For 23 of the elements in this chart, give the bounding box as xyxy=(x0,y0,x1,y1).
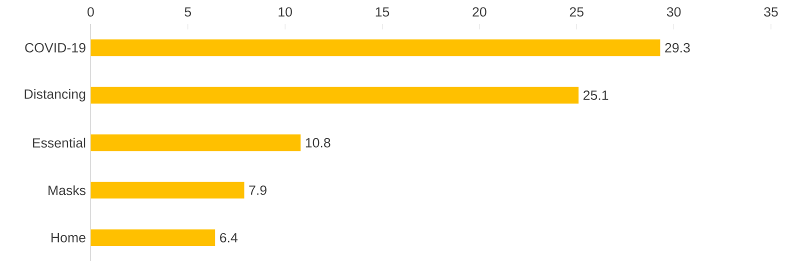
x-tick-label: 20 xyxy=(472,6,486,16)
y-tick-label: Distancing xyxy=(24,88,86,102)
data-label: 29.3 xyxy=(665,42,690,52)
x-tick-label: 30 xyxy=(666,6,681,16)
y-tick-label: Masks xyxy=(48,185,86,195)
y-tick-label: Essential xyxy=(32,138,86,148)
bar xyxy=(90,39,660,56)
bar xyxy=(90,134,301,151)
x-tick-label: 25 xyxy=(570,6,584,16)
bar xyxy=(90,182,244,198)
data-label: 7.9 xyxy=(249,185,266,195)
data-label: 10.8 xyxy=(306,138,330,148)
x-tick-label: 35 xyxy=(764,6,778,16)
y-tick-label: Home xyxy=(52,232,86,242)
x-tick-label: 10 xyxy=(278,6,292,16)
y-tick-label: COVID-19 xyxy=(25,42,86,52)
x-tick-label: 5 xyxy=(184,7,192,16)
x-tick-label: 15 xyxy=(376,7,390,16)
data-label: 6.4 xyxy=(220,232,238,242)
bar xyxy=(90,86,579,104)
x-tick-label: 0 xyxy=(88,6,94,16)
bar xyxy=(90,229,216,246)
data-label: 25.1 xyxy=(584,90,608,100)
